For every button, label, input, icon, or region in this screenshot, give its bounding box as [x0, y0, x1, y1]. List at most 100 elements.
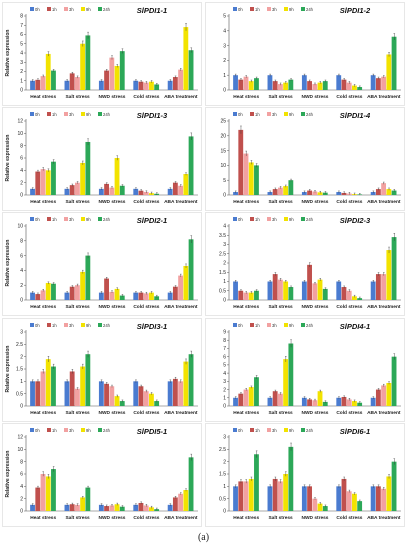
y-tick-label: 20	[220, 134, 226, 140]
legend-swatch-3h	[267, 428, 271, 432]
y-tick-label: 1	[223, 484, 226, 490]
bar-3h-2	[74, 388, 80, 406]
legend-swatch-9h	[81, 112, 85, 116]
x-category-label: Salt stress	[65, 94, 90, 100]
y-axis-title: Relative expression	[5, 135, 11, 182]
x-category-label: Salt stress	[65, 410, 90, 416]
y-tick-label: 6	[20, 472, 23, 478]
x-category-label: NWD stress	[99, 410, 126, 416]
panel-border	[2, 107, 202, 211]
bar-24h-3	[322, 288, 328, 300]
y-tick-label: 1	[223, 73, 226, 79]
y-tick-label: 0	[223, 509, 226, 515]
legend-label-1h: 1h	[255, 323, 260, 328]
bar-0h-2	[267, 397, 273, 406]
y-tick-label: 2	[223, 459, 226, 465]
bar-1h-4	[341, 478, 347, 511]
bar-1h-1	[35, 171, 41, 195]
x-category-label: ABA treatment	[164, 304, 198, 310]
bar-1h-1	[238, 129, 244, 195]
bar-0h-5	[370, 397, 376, 406]
bar-0h-1	[30, 504, 35, 511]
bar-0h-3	[98, 80, 104, 90]
bar-3h-4	[143, 505, 149, 511]
bar-3h-2	[74, 77, 80, 90]
legend-label-1h: 1h	[52, 323, 57, 328]
bar-0h-5	[167, 188, 173, 195]
bar-1h-3	[307, 190, 312, 195]
y-tick-label: 6	[20, 32, 23, 38]
x-category-label: NWD stress	[302, 515, 329, 521]
bar-3h-5	[381, 183, 387, 195]
bar-3h-1	[243, 153, 249, 195]
legend-swatch-1h	[47, 217, 51, 221]
bar-9h-1	[45, 476, 51, 511]
x-category-label: Heat stress	[233, 410, 259, 416]
x-category-label: Heat stress	[30, 304, 56, 310]
bar-1h-1	[238, 393, 244, 406]
legend-label-3h: 3h	[272, 217, 277, 222]
bar-24h-2	[85, 487, 91, 511]
bar-1h-3	[104, 70, 109, 90]
legend-swatch-24h	[301, 323, 305, 327]
bar-0h-1	[30, 292, 35, 300]
bar-3h-2	[74, 504, 80, 511]
x-category-label: ABA treatment	[367, 410, 401, 416]
bar-3h-2	[277, 279, 283, 300]
bar-9h-2	[80, 43, 86, 90]
bar-9h-3	[114, 504, 120, 511]
bar-0h-2	[267, 192, 273, 195]
chart-panel-4: 0h 1h 3h 9h 24h SlPDI1-4 0 5 10 15 20 25 Heat stress…	[205, 107, 405, 211]
bar-9h-3	[114, 396, 120, 406]
legend-swatch-24h	[301, 112, 305, 116]
bar-0h-3	[98, 504, 104, 511]
panel-border	[2, 2, 202, 106]
bar-3h-2	[277, 84, 283, 90]
bar-9h-5	[183, 174, 189, 195]
bar-9h-1	[248, 162, 254, 195]
legend-label-3h: 3h	[272, 112, 277, 117]
y-tick-label: 10	[17, 447, 23, 453]
bar-1h-1	[238, 290, 244, 300]
y-tick-label: 0	[20, 298, 23, 304]
y-tick-label: 8	[223, 338, 226, 344]
x-category-label: Salt stress	[268, 94, 293, 100]
bar-3h-2	[74, 285, 80, 300]
y-tick-label: 8	[20, 239, 23, 245]
legend-label-24h: 24h	[306, 428, 314, 433]
y-tick-label: 0	[20, 88, 23, 94]
legend-label-3h: 3h	[272, 428, 277, 433]
x-category-label: Cold stress	[336, 199, 362, 205]
bar-1h-4	[341, 287, 347, 300]
chart-title: SlPDI4-1	[340, 322, 370, 331]
bar-1h-2	[272, 274, 278, 300]
legend-swatch-3h	[267, 217, 271, 221]
bar-24h-5	[391, 356, 397, 406]
y-tick-label: 5	[223, 178, 226, 184]
legend-swatch-0h	[30, 428, 34, 432]
legend-label-24h: 24h	[306, 217, 314, 222]
x-category-label: NWD stress	[302, 410, 329, 416]
bar-9h-5	[386, 250, 392, 300]
bar-0h-3	[301, 281, 307, 300]
y-tick-label: 12	[17, 435, 23, 441]
bar-9h-3	[114, 158, 120, 195]
y-tick-label: 4	[223, 224, 226, 230]
bar-9h-1	[45, 282, 51, 300]
bar-24h-1	[51, 161, 56, 195]
bar-9h-3	[317, 279, 323, 300]
legend-swatch-3h	[267, 112, 271, 116]
bar-9h-5	[183, 265, 189, 300]
bar-3h-3	[312, 498, 318, 511]
bar-1h-2	[69, 371, 75, 406]
x-category-label: Heat stress	[30, 199, 56, 205]
bar-24h-4	[154, 509, 160, 511]
bar-9h-3	[317, 82, 323, 90]
legend-label-24h: 24h	[306, 7, 314, 12]
bar-24h-3	[322, 506, 328, 511]
bar-9h-1	[248, 292, 254, 300]
panel-border	[2, 423, 202, 527]
y-tick-label: 2	[223, 261, 226, 267]
bar-0h-5	[370, 281, 376, 300]
bar-3h-3	[312, 191, 318, 195]
